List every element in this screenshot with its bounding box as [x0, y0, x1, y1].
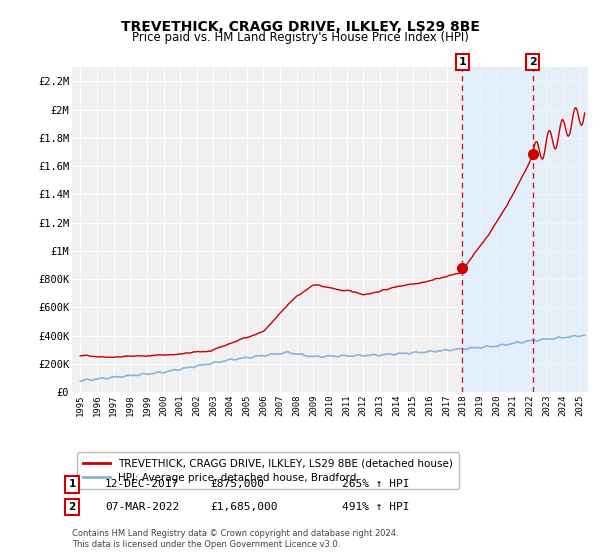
Text: £1,685,000: £1,685,000	[210, 502, 277, 512]
Bar	[533, 67, 588, 392]
Text: 1: 1	[68, 479, 76, 489]
Text: 07-MAR-2022: 07-MAR-2022	[105, 502, 179, 512]
Legend: TREVETHICK, CRAGG DRIVE, ILKLEY, LS29 8BE (detached house), HPI: Average price, : TREVETHICK, CRAGG DRIVE, ILKLEY, LS29 8B…	[77, 452, 459, 489]
Text: Price paid vs. HM Land Registry's House Price Index (HPI): Price paid vs. HM Land Registry's House …	[131, 31, 469, 44]
Text: 2: 2	[529, 57, 536, 67]
Text: £875,000: £875,000	[210, 479, 264, 489]
Text: 2: 2	[68, 502, 76, 512]
Text: 491% ↑ HPI: 491% ↑ HPI	[342, 502, 409, 512]
Text: 1: 1	[458, 57, 466, 67]
Text: 12-DEC-2017: 12-DEC-2017	[105, 479, 179, 489]
Text: Contains HM Land Registry data © Crown copyright and database right 2024.
This d: Contains HM Land Registry data © Crown c…	[72, 529, 398, 549]
Text: 265% ↑ HPI: 265% ↑ HPI	[342, 479, 409, 489]
Bar	[463, 67, 533, 392]
Text: TREVETHICK, CRAGG DRIVE, ILKLEY, LS29 8BE: TREVETHICK, CRAGG DRIVE, ILKLEY, LS29 8B…	[121, 20, 479, 34]
